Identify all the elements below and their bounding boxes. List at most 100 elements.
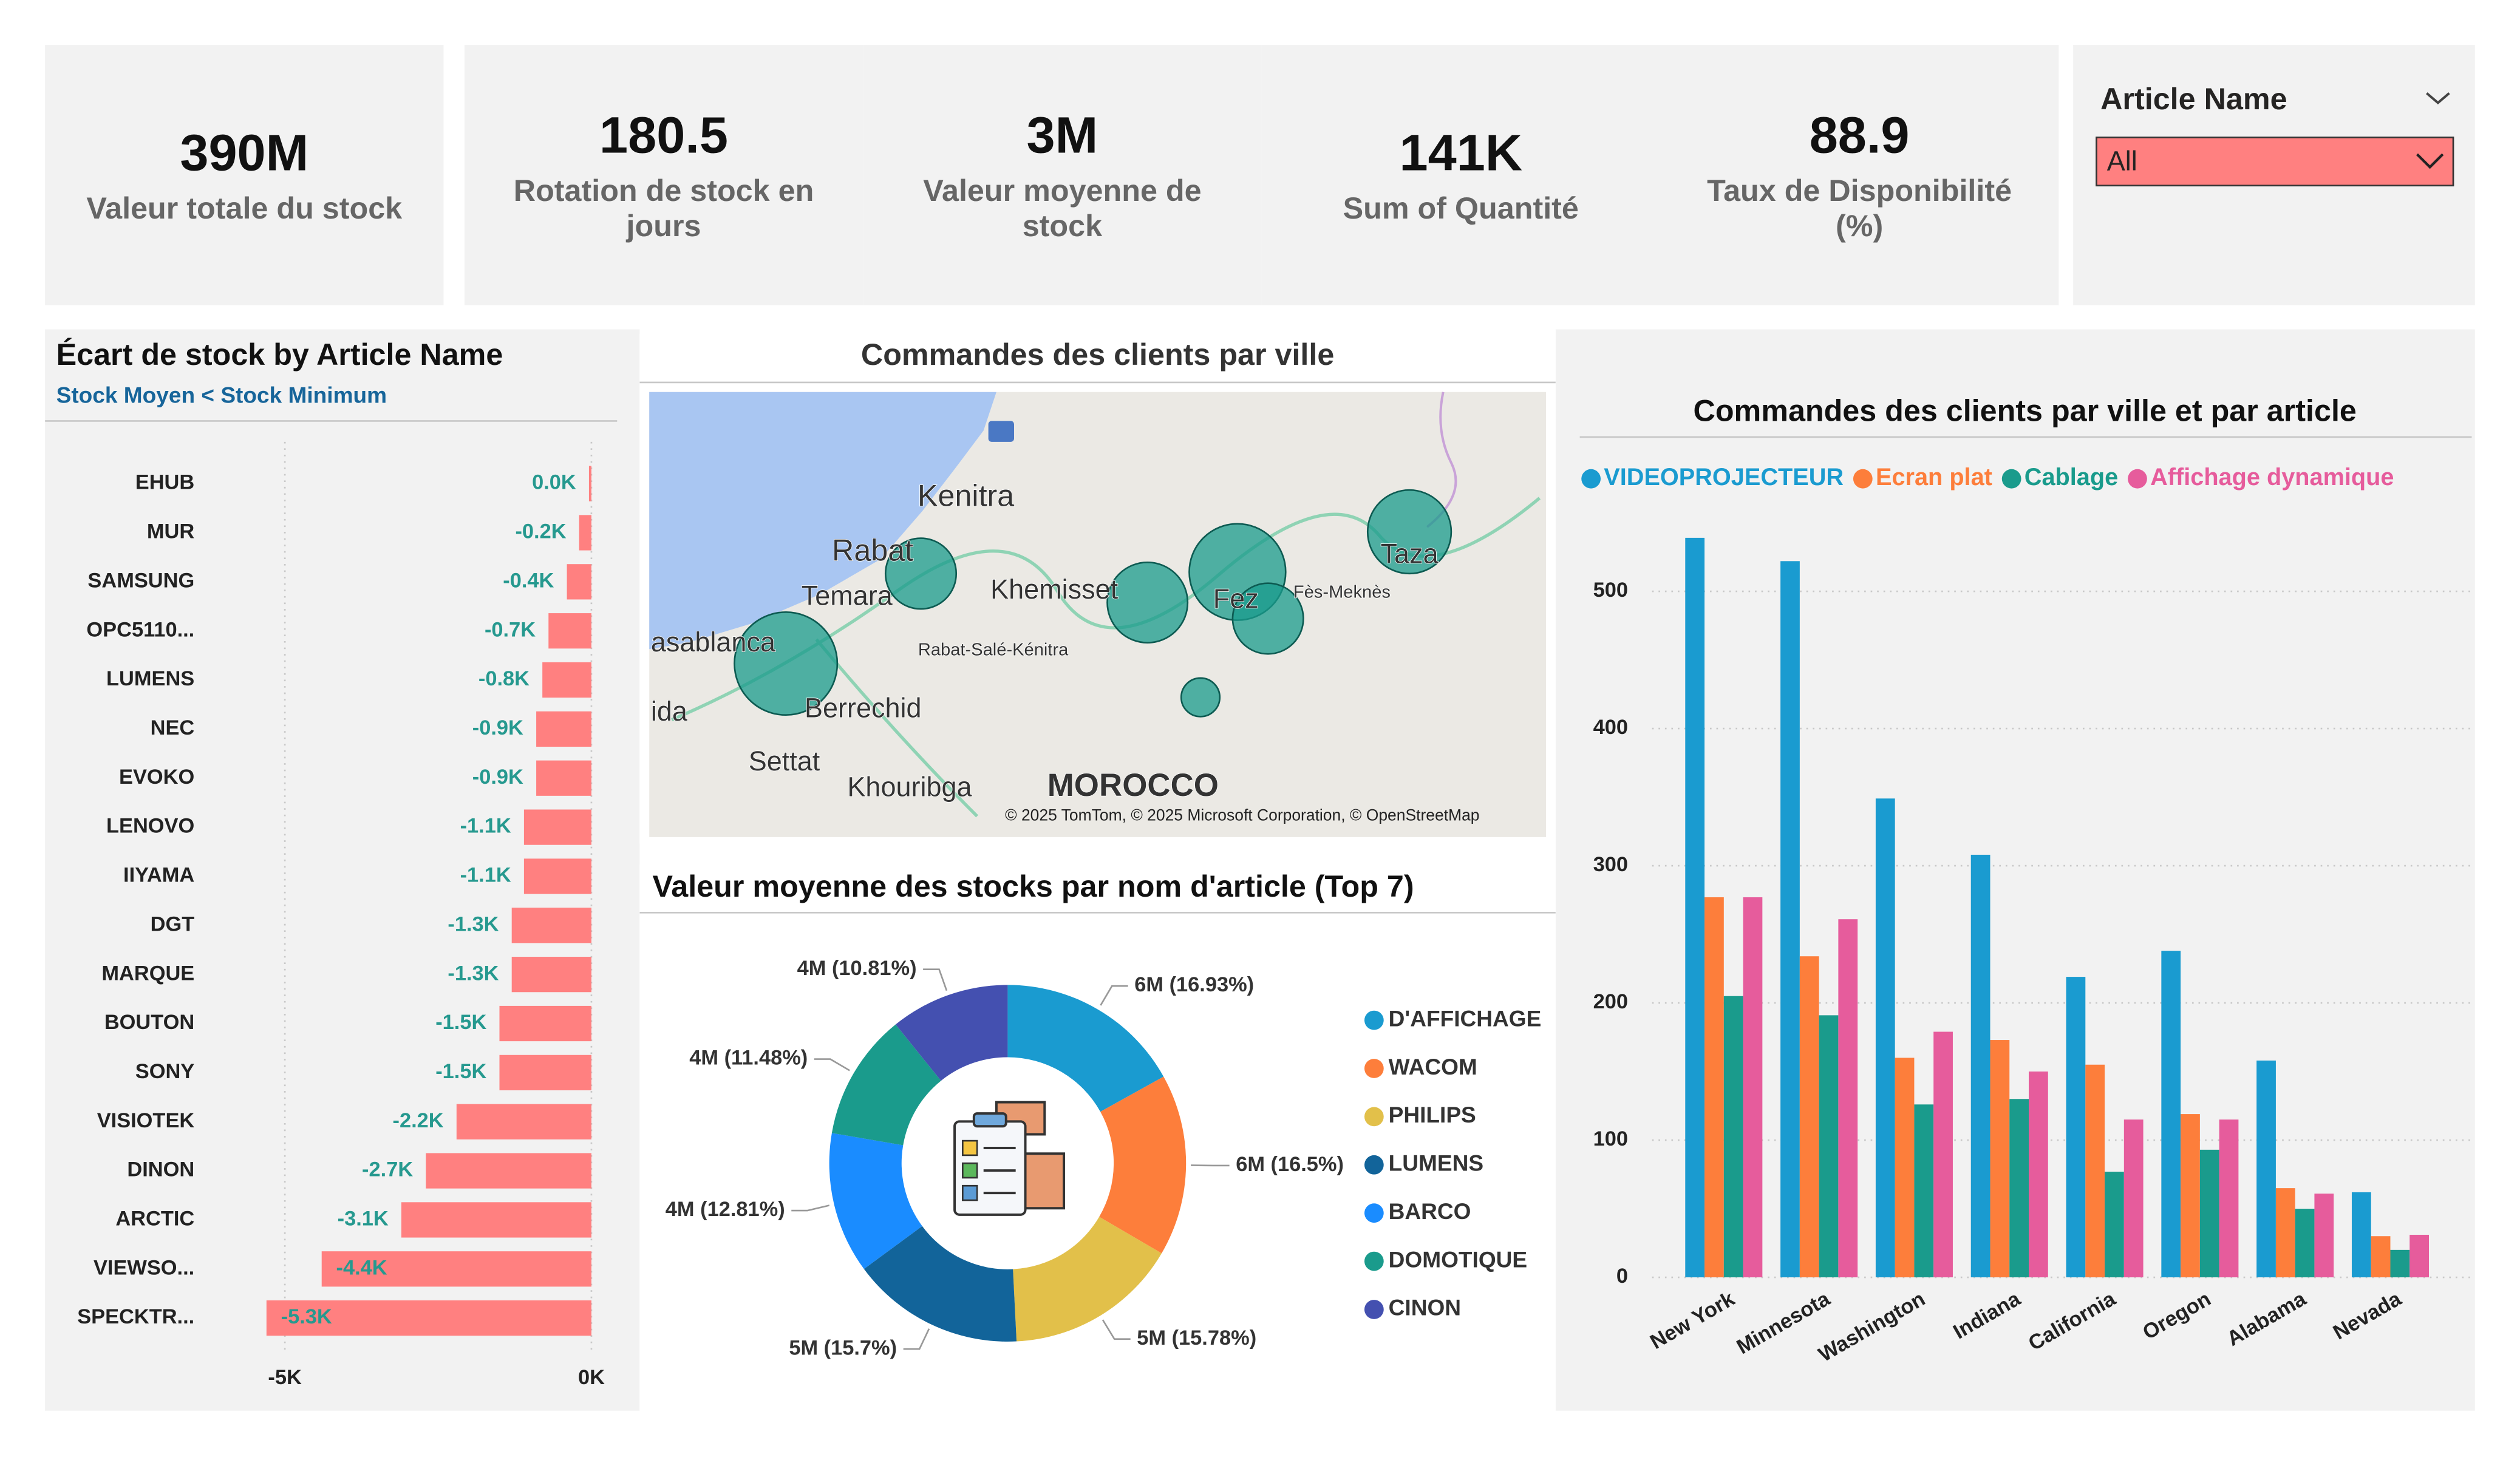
bubble [1106,561,1189,644]
category-label: SONY [135,1060,195,1083]
bar [321,1251,591,1287]
bar [536,711,591,747]
bar [2009,1099,2029,1278]
orders-column-chart: Commandes des clients par ville et par a… [1555,329,2475,1411]
kpi-card: 180.5 Rotation de stock en jours [464,45,863,305]
category-label: EVOKO [119,766,194,789]
bar [2409,1234,2430,1278]
kpi-card: 88.9 Taux de Disponibilité (%) [1660,45,2059,305]
clipboard-icon [953,1101,1066,1216]
bar [511,908,591,943]
legend-marker [1364,1107,1384,1127]
x-tick-label: 0K [578,1366,605,1389]
value-label: -2.7K [362,1158,413,1181]
y-tick-label: 200 [1593,990,1628,1013]
map-label: Temara [802,580,893,611]
bar [499,1055,591,1090]
donut-slice [895,985,1008,1081]
donut-slice [829,1133,922,1269]
value-label: -0.8K [478,667,530,690]
leader-line [923,968,948,991]
kpi-value: 141K [1399,123,1522,181]
bar [2066,977,2086,1278]
kpi-value: 88.9 [1809,105,1910,163]
leader-line [903,1328,930,1350]
kpi-value: 180.5 [599,105,728,163]
leader-line [814,1058,850,1072]
filter-label: Article Name [2100,83,2287,118]
stock-gap-chart: Écart de stock by Article Name Stock Moye… [45,329,640,1411]
kpi-value: 390M [180,123,309,181]
chart-title: Valeur moyenne des stocks par nom d'arti… [653,869,1414,903]
bar [2029,1072,2048,1278]
y-tick-label: 0 [1616,1265,1628,1288]
map-label: Fez [1213,583,1259,614]
data-label: 5M (15.78%) [1137,1326,1256,1350]
ocean [649,392,996,650]
x-tick-label: New York [1646,1287,1739,1354]
legend-marker [1364,1155,1384,1175]
bar [499,1005,591,1042]
bar [542,662,591,698]
collapse-icon[interactable] [2423,89,2453,108]
kpi-card: 390M Valeur totale du stock [45,45,444,305]
map-label: asablanca [651,627,776,657]
legend-label: PHILIPS [1389,1102,1476,1127]
map-label: Rabat-Salé-Kénitra [918,640,1069,660]
bar [266,1300,591,1336]
legend-label: Affichage dynamique [2150,464,2394,491]
value-label: -1.3K [448,962,499,985]
chevron [2416,153,2444,169]
x-tick-label: Oregon [2139,1287,2215,1344]
kpi-label: Sum of Quantité [1343,192,1579,226]
leader-line [791,1204,830,1212]
checkbox [961,1139,978,1156]
value-label: -0.9K [472,766,523,789]
donut-slice [831,1024,941,1146]
filter-dropdown[interactable]: All [2096,136,2454,187]
value-label: -1.5K [435,1060,486,1083]
value-label: -4.4K [336,1256,387,1279]
bar [548,613,591,649]
data-label: 4M (10.81%) [797,957,917,980]
bubble [1366,489,1452,575]
map-label: Rabat [832,533,913,568]
bubble [1231,582,1304,655]
kpi-value: 3M [1026,105,1098,163]
map-label: Khemisset [990,574,1119,605]
chart-title: Écart de stock by Article Name [56,337,503,372]
bar [1819,1015,1839,1278]
dropdown-icon [2416,153,2444,169]
kpi-label: Valeur totale du stock [86,192,403,226]
y-tick-label: 300 [1593,853,1628,876]
legend-label: CINON [1389,1295,1461,1320]
y-tick-label: 100 [1593,1127,1628,1150]
border [1426,392,1457,528]
map-attribution: © 2025 TomTom, © 2025 Microsoft Corporat… [1005,806,1479,824]
x-tick-label: Washington [1815,1287,1929,1367]
bar [1895,1058,1915,1278]
bar [2256,1060,2276,1278]
legend-marker [1364,1300,1384,1319]
kpi-label: Taux de Disponibilité (%) [1707,174,2012,243]
chart-title: Commandes des clients par ville et par a… [1694,393,2357,427]
category-label: SPECKTR... [77,1305,194,1328]
bar [2275,1188,2295,1278]
category-label: ARCTIC [115,1207,194,1231]
bar [1743,897,1763,1278]
legend-label: BARCO [1389,1198,1471,1224]
category-label: LENOVO [106,815,194,838]
bar [2351,1192,2371,1278]
category-label: OPC5110... [86,618,194,641]
x-tick-label: California [2025,1287,2120,1356]
legend-label: DOMOTIQUE [1389,1246,1527,1272]
bar [1704,897,1724,1278]
donut-slice [1007,985,1164,1112]
category-label: DGT [151,912,195,936]
city-map: Commandes des clients par villeKenitraRa… [639,334,1556,844]
map-label: Settat [749,745,820,776]
data-label: 6M (16.93%) [1134,973,1254,996]
legend-label: WACOM [1389,1054,1477,1079]
value-label: -0.2K [515,520,566,543]
chevron [2426,92,2450,104]
